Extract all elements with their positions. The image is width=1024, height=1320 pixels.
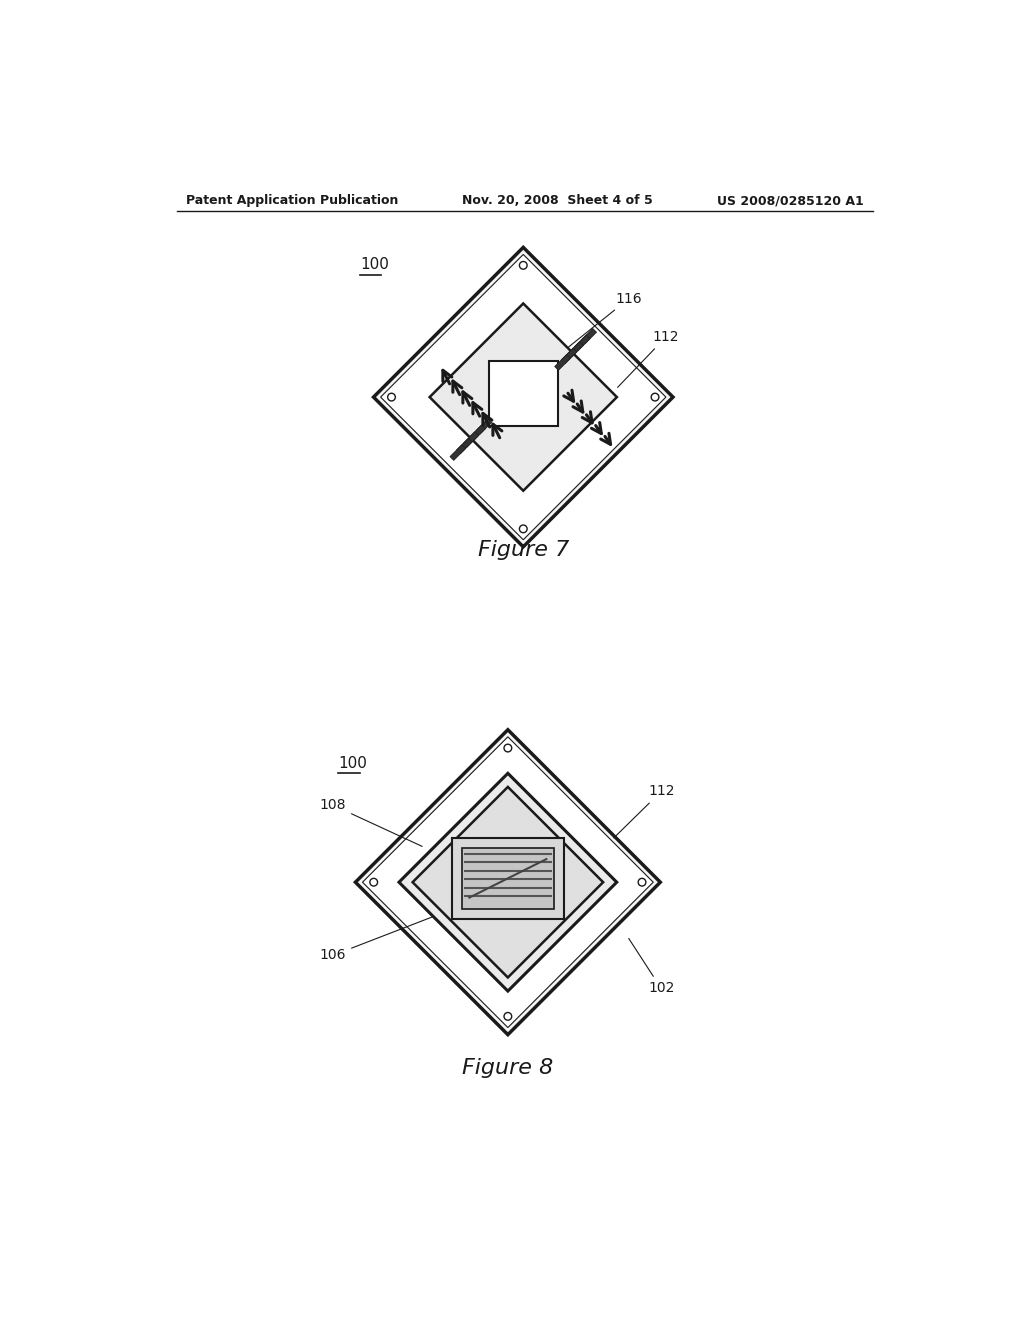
Text: 100: 100 xyxy=(360,257,389,272)
Polygon shape xyxy=(355,730,660,1035)
Polygon shape xyxy=(561,348,577,364)
Polygon shape xyxy=(381,255,666,540)
Polygon shape xyxy=(463,432,479,447)
Text: Figure 8: Figure 8 xyxy=(462,1057,554,1077)
Polygon shape xyxy=(476,418,492,434)
Polygon shape xyxy=(488,360,558,426)
Polygon shape xyxy=(581,329,597,345)
Polygon shape xyxy=(452,838,563,919)
Polygon shape xyxy=(430,304,616,491)
Text: 112: 112 xyxy=(613,784,675,838)
Polygon shape xyxy=(413,787,603,978)
Text: 100: 100 xyxy=(339,755,368,771)
Polygon shape xyxy=(399,774,616,991)
Polygon shape xyxy=(567,342,584,358)
Text: Nov. 20, 2008  Sheet 4 of 5: Nov. 20, 2008 Sheet 4 of 5 xyxy=(462,194,652,207)
Text: Figure 7: Figure 7 xyxy=(477,540,569,560)
Text: 112: 112 xyxy=(617,330,679,387)
Text: Patent Application Publication: Patent Application Publication xyxy=(186,194,398,207)
Text: US 2008/0285120 A1: US 2008/0285120 A1 xyxy=(717,194,863,207)
Polygon shape xyxy=(450,445,466,461)
Polygon shape xyxy=(574,335,590,351)
Text: 106: 106 xyxy=(319,911,450,962)
Polygon shape xyxy=(374,247,673,546)
Polygon shape xyxy=(457,438,472,454)
Text: 102: 102 xyxy=(629,939,675,995)
Polygon shape xyxy=(555,355,570,371)
Polygon shape xyxy=(362,737,653,1027)
Text: 108: 108 xyxy=(319,799,422,846)
Text: 116: 116 xyxy=(567,292,642,347)
Polygon shape xyxy=(470,425,485,441)
Polygon shape xyxy=(462,847,554,909)
